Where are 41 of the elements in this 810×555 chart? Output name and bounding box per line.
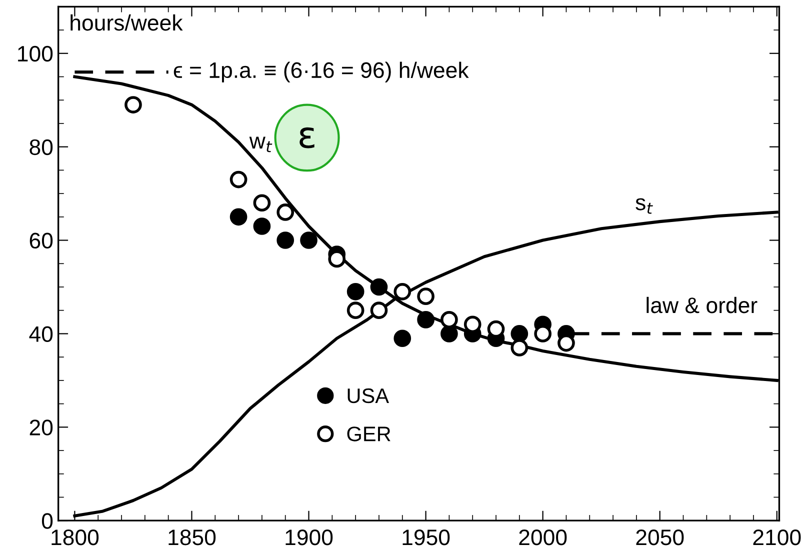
x-tick-label: 2050 [636, 530, 684, 546]
y-tick-label: 60 [30, 232, 53, 249]
point [394, 282, 412, 300]
annotation: ϵ = 1p.a. ≡ (6·16 = 96) h/week [174, 62, 469, 82]
point [276, 232, 294, 249]
point [230, 208, 248, 226]
annotation: ε [300, 127, 314, 148]
x-tick-label: 1850 [168, 530, 216, 546]
point [440, 311, 458, 328]
annotation: s$_{t}$ [636, 198, 653, 214]
x-tick-label: 1900 [286, 530, 333, 546]
y-tick-label: 20 [30, 420, 53, 436]
point [417, 311, 434, 328]
point [510, 339, 528, 356]
point [370, 302, 388, 320]
point [253, 194, 271, 212]
y-axis-title: hours/week [70, 14, 183, 31]
x-tick-label: 2000 [519, 530, 567, 546]
point [230, 170, 248, 188]
y-tick-label: 40 [29, 326, 53, 342]
y-tick-label: 0 [42, 513, 53, 529]
point [440, 325, 458, 342]
annotation: law & order [646, 296, 758, 314]
point [276, 204, 294, 221]
legend-label: GER [347, 426, 390, 442]
point [124, 96, 142, 114]
x-tick-label: 2100 [753, 530, 801, 546]
x-tick-label: 1950 [402, 530, 450, 546]
y-tick-label: 80 [30, 139, 53, 156]
point [417, 288, 434, 306]
x-tick-label: 1800 [52, 530, 99, 546]
point [510, 325, 528, 342]
point [346, 282, 364, 300]
annotation: w$_{t}$ [249, 136, 272, 152]
point [253, 218, 271, 235]
point [300, 232, 318, 249]
point [370, 278, 388, 296]
point [346, 302, 364, 320]
point [394, 330, 412, 348]
legend-label: USA [348, 388, 390, 404]
y-tick-label: 100 [18, 46, 53, 62]
